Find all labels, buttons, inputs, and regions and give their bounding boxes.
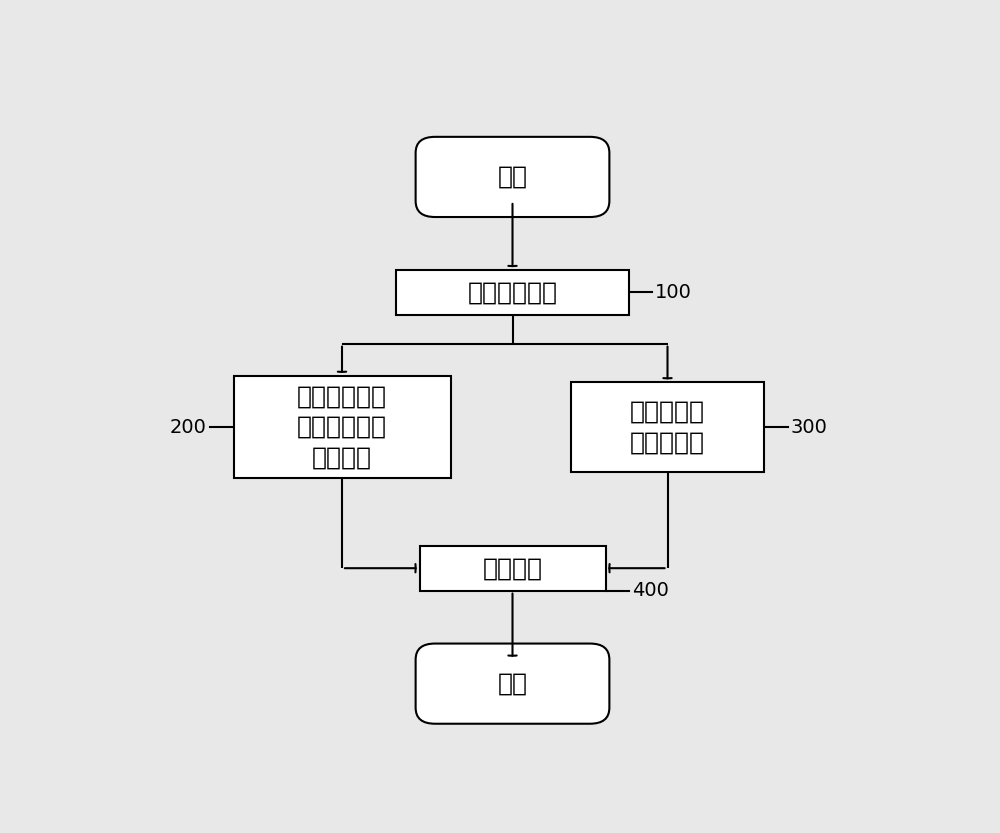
FancyBboxPatch shape: [420, 546, 606, 591]
Text: 100: 100: [655, 283, 692, 302]
Text: 爆胎后的车
身平衡控制: 爆胎后的车 身平衡控制: [630, 400, 705, 455]
Text: 检测胎压数据: 检测胎压数据: [468, 281, 558, 304]
FancyBboxPatch shape: [416, 644, 609, 724]
Text: 300: 300: [791, 417, 828, 436]
FancyBboxPatch shape: [571, 382, 764, 472]
Text: 200: 200: [170, 417, 206, 436]
FancyBboxPatch shape: [416, 137, 609, 217]
FancyBboxPatch shape: [396, 270, 629, 315]
FancyBboxPatch shape: [234, 376, 451, 478]
Text: 报警控制: 报警控制: [482, 556, 542, 581]
Text: 开始: 开始: [498, 165, 528, 189]
Text: 爆胎后的行馶
方向、速度及
制动控制: 爆胎后的行馶 方向、速度及 制动控制: [297, 384, 387, 470]
Text: 结束: 结束: [498, 671, 528, 696]
Text: 400: 400: [632, 581, 669, 600]
